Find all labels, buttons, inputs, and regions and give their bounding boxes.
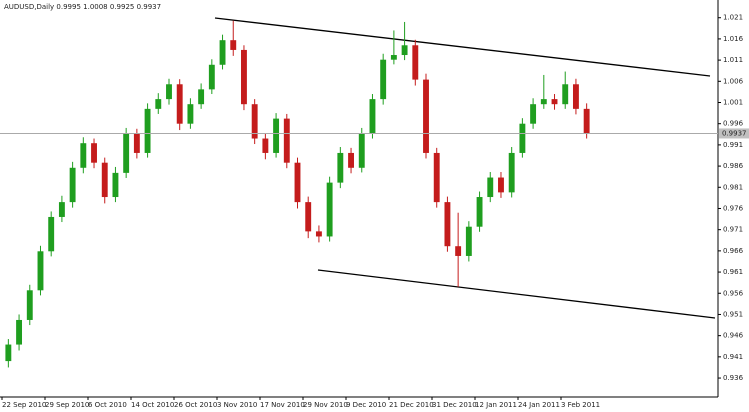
candle-body xyxy=(251,104,258,139)
candle-body xyxy=(262,138,269,153)
candle-body xyxy=(562,84,569,105)
y-tick-label: 1.001 xyxy=(723,99,743,107)
candle-body xyxy=(401,45,408,56)
candle-body xyxy=(305,202,312,232)
candle-body xyxy=(508,152,515,193)
x-tick-label: 9 Dec 2010 xyxy=(346,401,386,409)
candle-body xyxy=(187,104,194,124)
candle-body xyxy=(230,40,237,50)
candle-body xyxy=(358,133,365,168)
y-tick-label: 0.971 xyxy=(723,226,743,234)
x-tick-label: 14 Oct 2010 xyxy=(131,401,174,409)
candle-body xyxy=(37,251,44,291)
y-tick-label: 0.941 xyxy=(723,353,743,361)
x-tick-label: 12 Jan 2011 xyxy=(475,401,517,409)
candle-body xyxy=(583,108,590,134)
candle-body xyxy=(208,64,215,90)
candle-body xyxy=(91,143,97,163)
candle-body xyxy=(283,118,290,163)
candle-body xyxy=(423,79,429,153)
candle-body xyxy=(69,167,76,203)
candle-body xyxy=(26,290,33,320)
y-tick-label: 0.981 xyxy=(723,183,743,191)
x-tick-label: 6 Oct 2010 xyxy=(88,401,127,409)
x-tick-label: 22 Sep 2010 xyxy=(2,401,46,409)
candle-body xyxy=(58,202,65,217)
candle-body xyxy=(219,40,226,65)
x-tick-label: 3 Nov 2010 xyxy=(217,401,257,409)
y-tick-label: 0.976 xyxy=(723,204,744,212)
candle-body xyxy=(48,216,55,252)
candle-body xyxy=(444,202,451,247)
y-tick-label: 1.021 xyxy=(723,14,743,22)
x-tick-label: 21 Dec 2010 xyxy=(389,401,434,409)
candle-body xyxy=(465,226,472,256)
candle-body xyxy=(16,319,23,345)
candle-body xyxy=(540,99,547,105)
candle-body xyxy=(498,177,504,193)
candle-body xyxy=(380,59,387,100)
candle-body xyxy=(133,133,140,153)
candle-body xyxy=(176,84,183,124)
candle-body xyxy=(80,143,87,168)
candle-body xyxy=(144,108,151,153)
last-price-label: 0.9937 xyxy=(722,129,747,137)
x-tick-label: 26 Oct 2010 xyxy=(174,401,217,409)
y-tick-label: 0.956 xyxy=(723,289,744,297)
x-tick-label: 17 Nov 2010 xyxy=(260,401,305,409)
y-tick-label: 0.986 xyxy=(723,162,744,170)
candle-body xyxy=(155,99,162,109)
trend-line-lower xyxy=(317,269,716,319)
candle-body xyxy=(166,84,172,100)
y-tick-label: 1.006 xyxy=(723,77,744,85)
candle-body xyxy=(112,172,119,198)
y-tick-label: 0.936 xyxy=(723,374,744,382)
last-price-box xyxy=(719,128,749,139)
y-tick-label: 1.016 xyxy=(723,35,744,43)
candle-body xyxy=(315,231,322,237)
x-tick-label: 3 Feb 2011 xyxy=(561,401,600,409)
y-tick-label: 1.011 xyxy=(723,56,743,64)
candle-body xyxy=(326,182,333,237)
candle-body xyxy=(337,152,344,183)
y-tick-label: 0.966 xyxy=(723,247,744,255)
candle-body xyxy=(198,89,205,105)
candle-body xyxy=(530,104,537,124)
candle-body xyxy=(487,177,494,198)
candle-body xyxy=(273,118,280,153)
candle-body xyxy=(412,45,419,80)
y-tick-label: 0.961 xyxy=(723,268,743,276)
y-tick-label: 0.991 xyxy=(723,141,743,149)
y-tick-label: 0.996 xyxy=(723,120,744,128)
candle-body xyxy=(551,99,558,105)
y-tick-label: 0.951 xyxy=(723,310,743,318)
candle-body xyxy=(519,123,526,153)
candle-body xyxy=(123,133,130,173)
candle-body xyxy=(294,162,301,203)
candle-body xyxy=(390,55,397,60)
x-tick-label: 29 Sep 2010 xyxy=(45,401,89,409)
candle-body xyxy=(348,152,354,168)
x-tick-label: 29 Nov 2010 xyxy=(303,401,348,409)
candle-body xyxy=(369,99,376,134)
trend-line-upper xyxy=(214,17,711,77)
candle-body xyxy=(241,49,247,105)
y-tick-label: 0.946 xyxy=(723,332,744,340)
candle-body xyxy=(5,344,12,362)
candle-body xyxy=(572,84,579,109)
candle-body xyxy=(455,246,462,256)
x-tick-label: 24 Jan 2011 xyxy=(518,401,560,409)
candle-body xyxy=(476,197,483,227)
chart-title: AUDUSD,Daily 0.9995 1.0008 0.9925 0.9937 xyxy=(4,3,161,11)
x-tick-label: 31 Dec 2010 xyxy=(432,401,477,409)
candle-body xyxy=(433,152,440,203)
candle-body xyxy=(101,162,108,198)
